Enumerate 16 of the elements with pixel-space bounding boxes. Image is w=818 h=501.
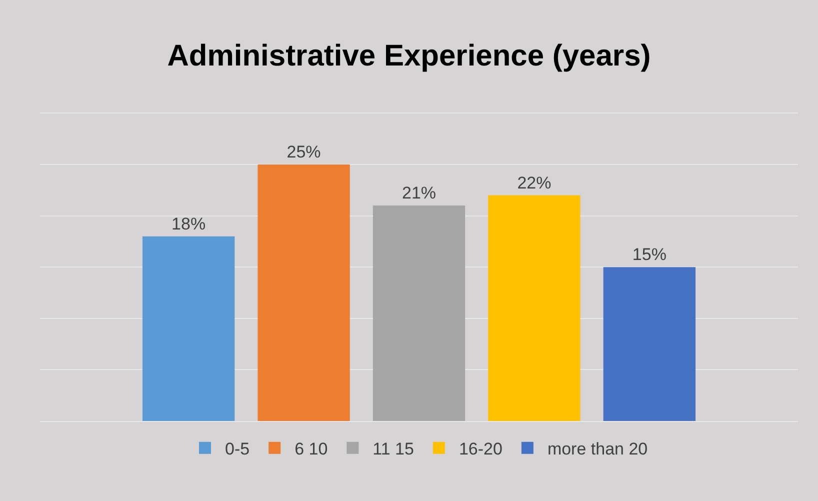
data-label: 15% <box>632 245 666 264</box>
bar <box>372 206 466 421</box>
bar <box>142 236 235 421</box>
data-label: 18% <box>172 214 206 234</box>
bar <box>258 164 350 421</box>
data-label: 25% <box>286 142 321 162</box>
chart-title: Administrative Experience (years) <box>167 40 651 73</box>
data-label: 22% <box>517 173 552 192</box>
legend-label: more than 20 <box>547 439 648 458</box>
bar <box>488 195 580 421</box>
legend-label: 0-5 <box>225 439 250 458</box>
data-label: 21% <box>402 184 436 203</box>
legend-label: 6 10 <box>294 439 328 458</box>
bar <box>603 267 696 421</box>
legend-label: 11 15 <box>372 439 414 458</box>
legend-label: 16-20 <box>458 439 502 458</box>
